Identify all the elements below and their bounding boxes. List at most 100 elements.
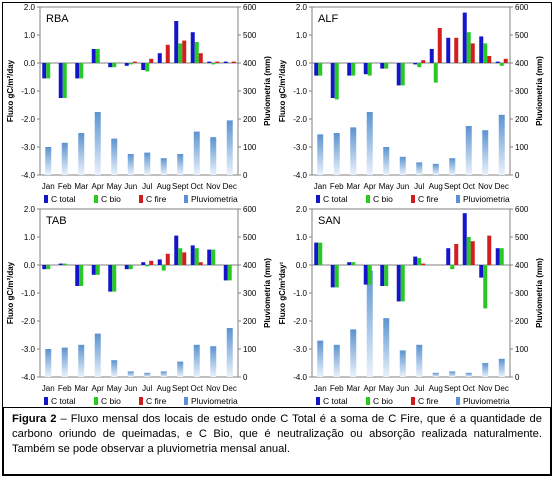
legend-swatch: [94, 195, 98, 203]
c-bio-bar: [211, 249, 216, 265]
pluviometria-bar: [61, 347, 68, 377]
c-total-bar: [330, 63, 335, 98]
x-tick-label: Jul: [414, 384, 424, 393]
legend-swatch: [184, 195, 188, 203]
pluviometria-bar: [350, 127, 357, 175]
y-tick-label: 2.0: [296, 206, 308, 214]
chart-tab: TAB 2.0 1.0 0.0 -1.0 -2.0 -3.0 -4.0 600 500 400 300…: [6, 205, 272, 406]
c-fire-bar: [487, 235, 492, 265]
c-fire-bar: [182, 40, 187, 63]
y-tick-label: 2.0: [24, 4, 36, 12]
c-bio-bar: [178, 43, 183, 63]
c-bio-bar: [483, 43, 488, 63]
c-total-bar: [108, 265, 113, 292]
c-total-bar: [429, 49, 434, 63]
y2-tick-label: 500: [243, 233, 257, 242]
pluviometria-bar: [366, 112, 373, 175]
c-total-bar: [174, 235, 179, 265]
legend-swatch: [94, 397, 98, 405]
pluviometria-bar: [45, 349, 52, 377]
y2-tick-label: 300: [243, 87, 257, 96]
c-bio-bar: [450, 265, 455, 270]
c-bio-bar: [79, 265, 84, 286]
c-fire-bar: [231, 61, 236, 63]
x-tick-label: Mar: [346, 384, 360, 393]
c-bio-bar: [351, 63, 356, 76]
c-bio-bar: [417, 258, 422, 265]
c-total-bar: [347, 63, 352, 76]
c-total-bar: [223, 265, 228, 281]
y-tick-label: -3.0: [21, 143, 35, 152]
c-total-bar: [479, 265, 484, 278]
c-total-bar: [190, 32, 195, 63]
pluviometria-bar: [127, 154, 134, 175]
x-tick-label: Jan: [314, 384, 327, 393]
y-tick-label: 0.0: [24, 59, 36, 68]
x-tick-label: Mar: [346, 182, 360, 191]
y-tick-label: -1.0: [293, 87, 307, 96]
y-tick-label: -2.0: [293, 317, 307, 326]
c-fire-bar: [454, 37, 459, 63]
pluviometria-bar: [160, 158, 167, 175]
y-tick-label: -2.0: [21, 115, 35, 124]
x-tick-label: Mar: [74, 182, 88, 191]
y-tick-label: -4.0: [293, 171, 307, 180]
pluviometria-bar: [366, 270, 373, 377]
pluviometria-bar: [399, 156, 406, 175]
c-total-bar: [207, 61, 212, 63]
c-total-bar: [413, 256, 418, 265]
legend-swatch: [44, 195, 48, 203]
pluviometria-bar: [449, 158, 456, 175]
y-tick-label: -1.0: [21, 289, 35, 298]
c-fire-bar: [470, 241, 475, 265]
legend-swatch: [411, 195, 415, 203]
c-bio-bar: [433, 63, 438, 83]
y-axis-title: Fluxo gC/m²day¹: [278, 261, 287, 324]
pluviometria-bar: [94, 333, 101, 377]
x-tick-label: Nov: [206, 182, 220, 191]
legend-swatch: [139, 195, 143, 203]
c-fire-bar: [503, 58, 508, 63]
caption-label: Figura 2: [12, 413, 57, 425]
pluviometria-bar: [482, 363, 489, 377]
c-total-bar: [223, 61, 228, 63]
x-tick-label: May: [379, 384, 394, 393]
c-bio-bar: [227, 265, 232, 281]
legend-label: Pluviometria: [463, 396, 510, 406]
y2-tick-label: 600: [515, 4, 529, 12]
c-total-bar: [42, 265, 47, 270]
x-tick-label: Sept: [172, 384, 189, 393]
c-total-bar: [462, 213, 467, 265]
panel-title: ALF: [318, 13, 338, 25]
c-total-bar: [479, 36, 484, 63]
y-tick-label: 0.0: [296, 261, 308, 270]
pluviometria-bar: [144, 152, 151, 175]
chart-panel-alf: ALF 2.0 1.0 0.0 -1.0 -2.0 -3.0 -4.0 600 500 400 300…: [278, 3, 548, 204]
x-tick-label: Aug: [429, 182, 443, 191]
panel-title: SAN: [318, 215, 341, 227]
y2-tick-label: 0: [243, 171, 248, 180]
y-tick-label: -4.0: [293, 373, 307, 382]
x-tick-label: May: [107, 384, 122, 393]
pluviometria-bar: [498, 114, 505, 175]
y-tick-label: -4.0: [21, 171, 35, 180]
c-bio-bar: [400, 265, 405, 302]
y-tick-label: -3.0: [293, 143, 307, 152]
legend-label: C total: [323, 396, 348, 406]
c-bio-bar: [128, 265, 133, 270]
c-total-bar: [91, 265, 96, 275]
x-tick-label: Oct: [463, 384, 476, 393]
panel-title: RBA: [46, 13, 69, 25]
x-tick-label: Jul: [142, 384, 152, 393]
x-tick-label: Dec: [495, 384, 509, 393]
legend-swatch: [139, 397, 143, 405]
c-fire-bar: [149, 260, 154, 265]
c-total-bar: [174, 21, 179, 63]
y2-tick-label: 100: [515, 143, 529, 152]
c-bio-bar: [367, 265, 372, 285]
c-fire-bar: [437, 28, 442, 63]
legend-label: Pluviometria: [191, 396, 238, 406]
c-fire-bar: [421, 263, 426, 265]
figure-caption: Figura 2 – Fluxo mensal dos locais de es…: [3, 407, 551, 475]
c-total-bar: [75, 265, 80, 286]
